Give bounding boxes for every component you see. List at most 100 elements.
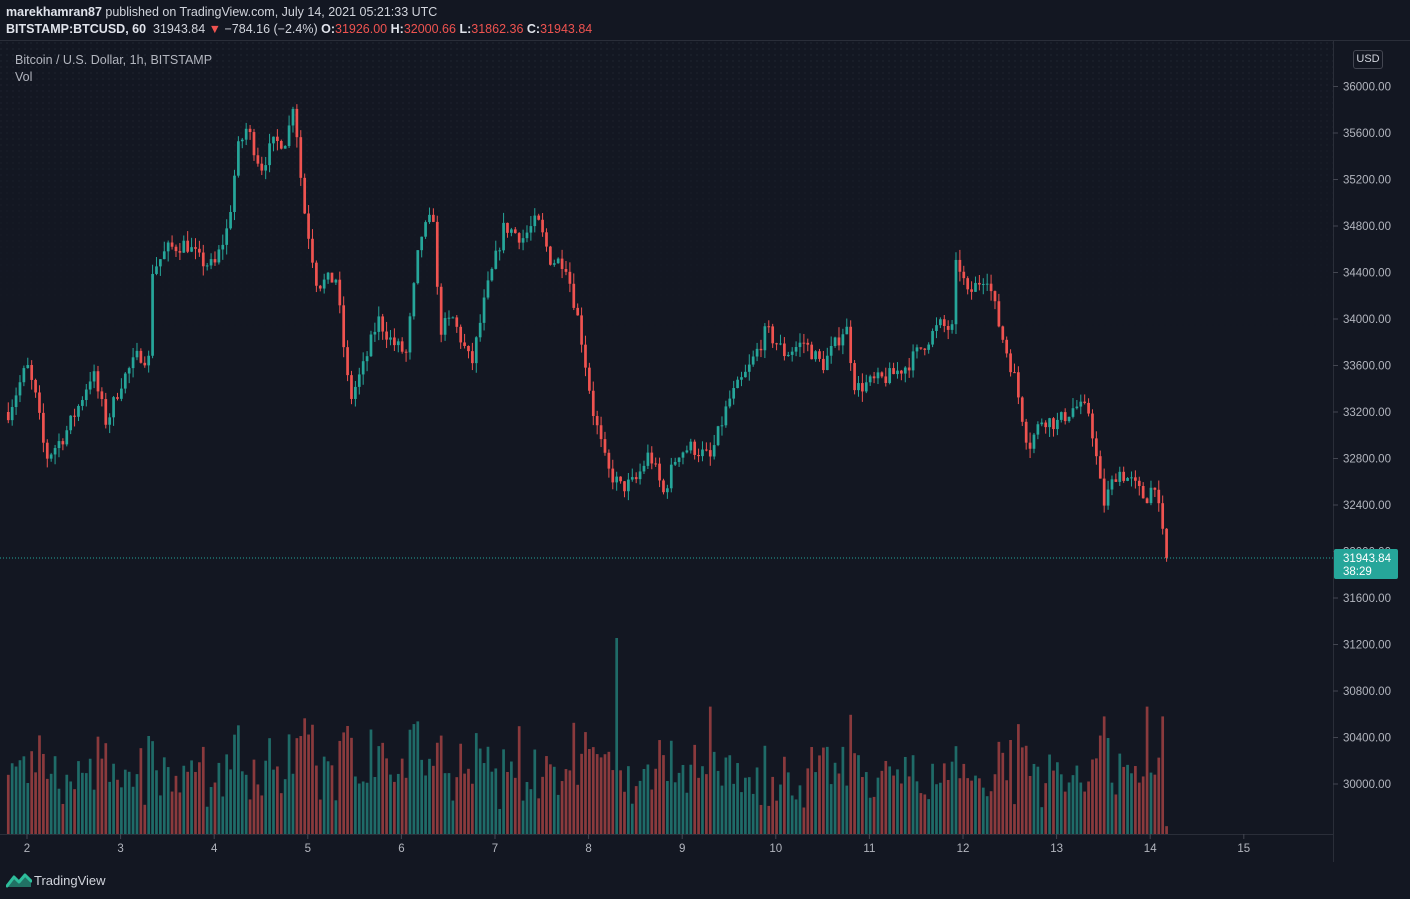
volume-bar	[884, 760, 888, 834]
candle-body	[903, 367, 907, 374]
volume-bar	[342, 732, 346, 834]
candle-body	[864, 382, 868, 392]
volume-bar	[307, 734, 310, 834]
volume-indicator-label[interactable]: Vol	[15, 70, 33, 84]
candle-body	[1161, 503, 1165, 529]
volume-bar	[330, 765, 334, 834]
candle-body	[330, 272, 334, 283]
volume-bar	[38, 735, 41, 834]
candle-body	[264, 165, 268, 171]
candle-body	[599, 425, 603, 440]
candle-body	[100, 391, 104, 400]
candle-body	[435, 221, 439, 287]
candle-body	[45, 442, 49, 459]
price-tick-label: 36000.00	[1343, 82, 1391, 94]
candle-body	[240, 139, 244, 142]
candle-body	[162, 251, 166, 260]
time-tick-label: 2	[24, 843, 30, 855]
candle-body	[276, 136, 279, 141]
volume-bar	[233, 734, 236, 834]
volume-bar	[981, 787, 985, 834]
candle-body	[404, 351, 408, 353]
candle-body	[720, 425, 724, 427]
volume-bar	[166, 767, 170, 834]
candle-body	[654, 463, 658, 465]
candle-body	[205, 265, 209, 267]
candle-body	[974, 282, 977, 292]
candle-body	[783, 343, 786, 357]
candle-body	[1110, 479, 1114, 490]
candle-body	[1020, 397, 1024, 422]
time-tick-label: 11	[863, 843, 875, 855]
volume-bar	[978, 778, 981, 834]
volume-bar	[186, 771, 190, 834]
candle-body	[53, 448, 57, 455]
volume-bar	[603, 754, 607, 834]
volume-bar	[510, 761, 513, 834]
candle-body	[884, 376, 888, 383]
time-tick-label: 8	[585, 843, 591, 855]
candle-body	[861, 383, 864, 392]
price-tick-label: 30800.00	[1343, 686, 1391, 698]
candle-body	[151, 273, 154, 356]
candle-body	[954, 259, 958, 325]
candle-body	[1165, 528, 1168, 559]
volume-bar	[872, 796, 876, 834]
volume-bar	[997, 741, 1001, 834]
price-tick-label: 34400.00	[1343, 268, 1391, 280]
time-tick-label: 15	[1237, 843, 1250, 855]
volume-bar	[857, 755, 860, 834]
volume-bar	[264, 760, 268, 834]
candle-body	[439, 286, 443, 335]
volume-bar	[549, 764, 552, 834]
candle-body	[225, 228, 229, 245]
volume-bar	[217, 762, 221, 834]
candle-body	[1009, 353, 1012, 373]
candle-body	[1153, 487, 1157, 490]
candle-body	[65, 430, 69, 445]
volume-bar	[326, 761, 330, 834]
volume-bar	[377, 746, 381, 834]
candle-body	[42, 412, 45, 443]
volume-bar	[662, 755, 665, 834]
volume-bar	[876, 777, 880, 834]
candle-body	[252, 132, 256, 156]
candle-body	[49, 454, 53, 459]
candle-body	[116, 397, 119, 399]
candle-body	[915, 347, 919, 352]
volume-bar	[322, 756, 326, 834]
volume-bar	[701, 766, 704, 834]
volume-bar	[205, 806, 209, 834]
volume-bar	[139, 748, 143, 834]
brand-name[interactable]: TradingView	[34, 873, 106, 888]
candle-body	[334, 279, 338, 283]
candle-body	[84, 389, 88, 401]
volume-bar	[845, 785, 849, 834]
volume-bar	[646, 764, 650, 834]
candle-body	[311, 238, 314, 263]
candle-body	[217, 249, 221, 263]
volume-bar	[786, 772, 790, 834]
volume-bar	[720, 785, 724, 834]
candle-body	[806, 342, 810, 345]
candle-body	[989, 283, 993, 292]
time-tick-label: 12	[957, 843, 970, 855]
tradingview-logo-icon[interactable]	[6, 872, 32, 888]
volume-bar	[268, 738, 271, 834]
candle-body	[681, 452, 685, 458]
currency-button[interactable]: USD	[1353, 50, 1383, 69]
symbol-label[interactable]: BITSTAMP:BTCUSD, 60	[6, 22, 147, 36]
candle-body	[14, 395, 18, 408]
candle-body	[155, 266, 158, 274]
volume-bar	[560, 781, 564, 834]
candle-body	[123, 373, 127, 389]
author-name[interactable]: marekhamran87	[6, 5, 102, 19]
candle-body	[1048, 418, 1051, 428]
volume-bar	[260, 795, 264, 834]
volume-bar	[474, 733, 478, 834]
candle-body	[248, 128, 252, 133]
candle-body	[357, 374, 361, 387]
candle-body	[69, 415, 73, 431]
price-tick-label: 35600.00	[1343, 128, 1391, 140]
